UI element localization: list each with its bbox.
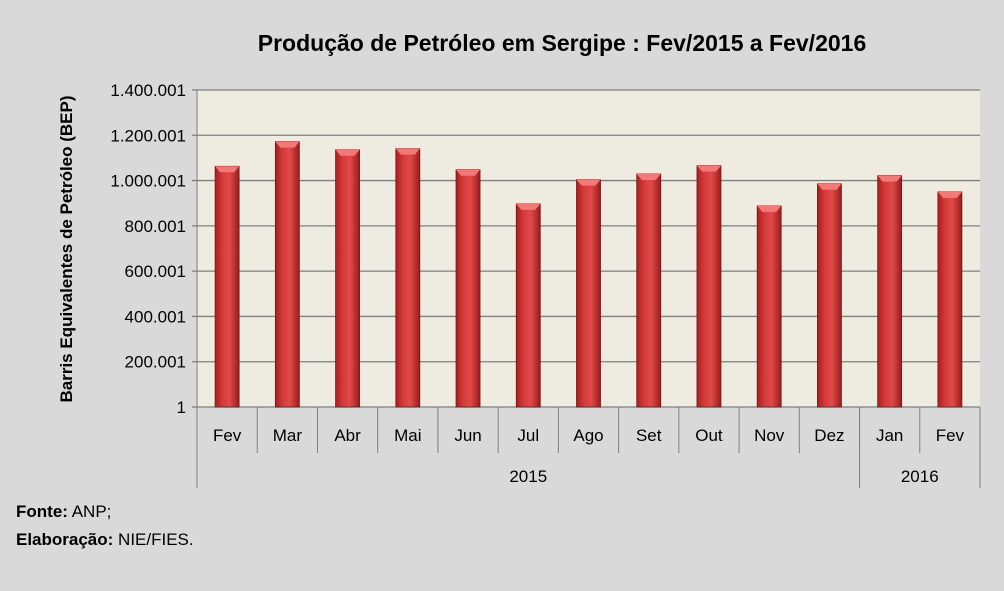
bar-nov	[756, 205, 782, 408]
bar-top-highlight	[937, 191, 962, 198]
y-tick-label: 1.200.001	[110, 126, 186, 145]
chart-title: Produção de Petróleo em Sergipe : Fev/20…	[258, 30, 867, 56]
x-tick-label: Jul	[517, 426, 539, 445]
x-tick-label: Ago	[573, 426, 603, 445]
bar-mar	[274, 141, 300, 408]
source-label: Fonte:	[16, 502, 68, 521]
x-tick-label: Out	[695, 426, 723, 445]
y-tick-label: 400.001	[125, 307, 186, 326]
x-tick-label: Abr	[334, 426, 361, 445]
elaboration-note: Elaboração: NIE/FIES.	[16, 530, 194, 550]
y-tick-label: 1.000.001	[110, 172, 186, 191]
source-value: ANP;	[67, 502, 112, 521]
bar-top-highlight	[275, 141, 300, 148]
bar-top-highlight	[395, 148, 420, 155]
y-tick-label: 600.001	[125, 262, 186, 281]
x-tick-label: Dez	[814, 426, 844, 445]
bar-jan	[877, 175, 903, 408]
bar-top-highlight	[215, 166, 240, 173]
x-tick-label: Jun	[454, 426, 481, 445]
bar-top-highlight	[636, 174, 661, 181]
bar-abr	[335, 149, 360, 408]
x-tick-label: Mar	[273, 426, 303, 445]
y-tick-label: 200.001	[125, 353, 186, 372]
x-tick-label: Mai	[394, 426, 421, 445]
bar-top-highlight	[516, 203, 541, 210]
bar-top-highlight	[456, 169, 481, 176]
bar-top-highlight	[757, 205, 782, 212]
bar-dez	[817, 183, 842, 408]
x-tick-label: Jan	[876, 426, 903, 445]
bar-jul	[515, 203, 541, 408]
bar-out	[696, 165, 722, 408]
bar-jun	[455, 169, 481, 408]
x-tick-label: Fev	[213, 426, 242, 445]
elaboration-value: NIE/FIES.	[113, 530, 194, 549]
x-tick-label: Set	[636, 426, 662, 445]
bar-ago	[576, 179, 601, 408]
y-tick-label: 1	[177, 398, 186, 417]
y-axis-label: Barris Equivalentes de Petróleo (BEP)	[57, 95, 76, 402]
bar-fev	[214, 165, 240, 408]
x-tick-label: Nov	[754, 426, 785, 445]
bar-top-highlight	[576, 179, 601, 186]
group-label: 2015	[509, 467, 547, 486]
source-note: Fonte: ANP;	[16, 502, 111, 522]
bar-mai	[395, 148, 421, 408]
bar-top-highlight	[817, 183, 842, 190]
bar-fev	[937, 191, 963, 408]
group-label: 2016	[901, 467, 939, 486]
bar-set	[636, 173, 662, 408]
y-tick-label: 1.400.001	[110, 81, 186, 100]
bar-top-highlight	[877, 175, 902, 182]
y-tick-label: 800.001	[125, 217, 186, 236]
bar-top-highlight	[696, 165, 721, 172]
x-tick-label: Fev	[936, 426, 965, 445]
bar-top-highlight	[335, 149, 360, 156]
elaboration-label: Elaboração:	[16, 530, 114, 549]
